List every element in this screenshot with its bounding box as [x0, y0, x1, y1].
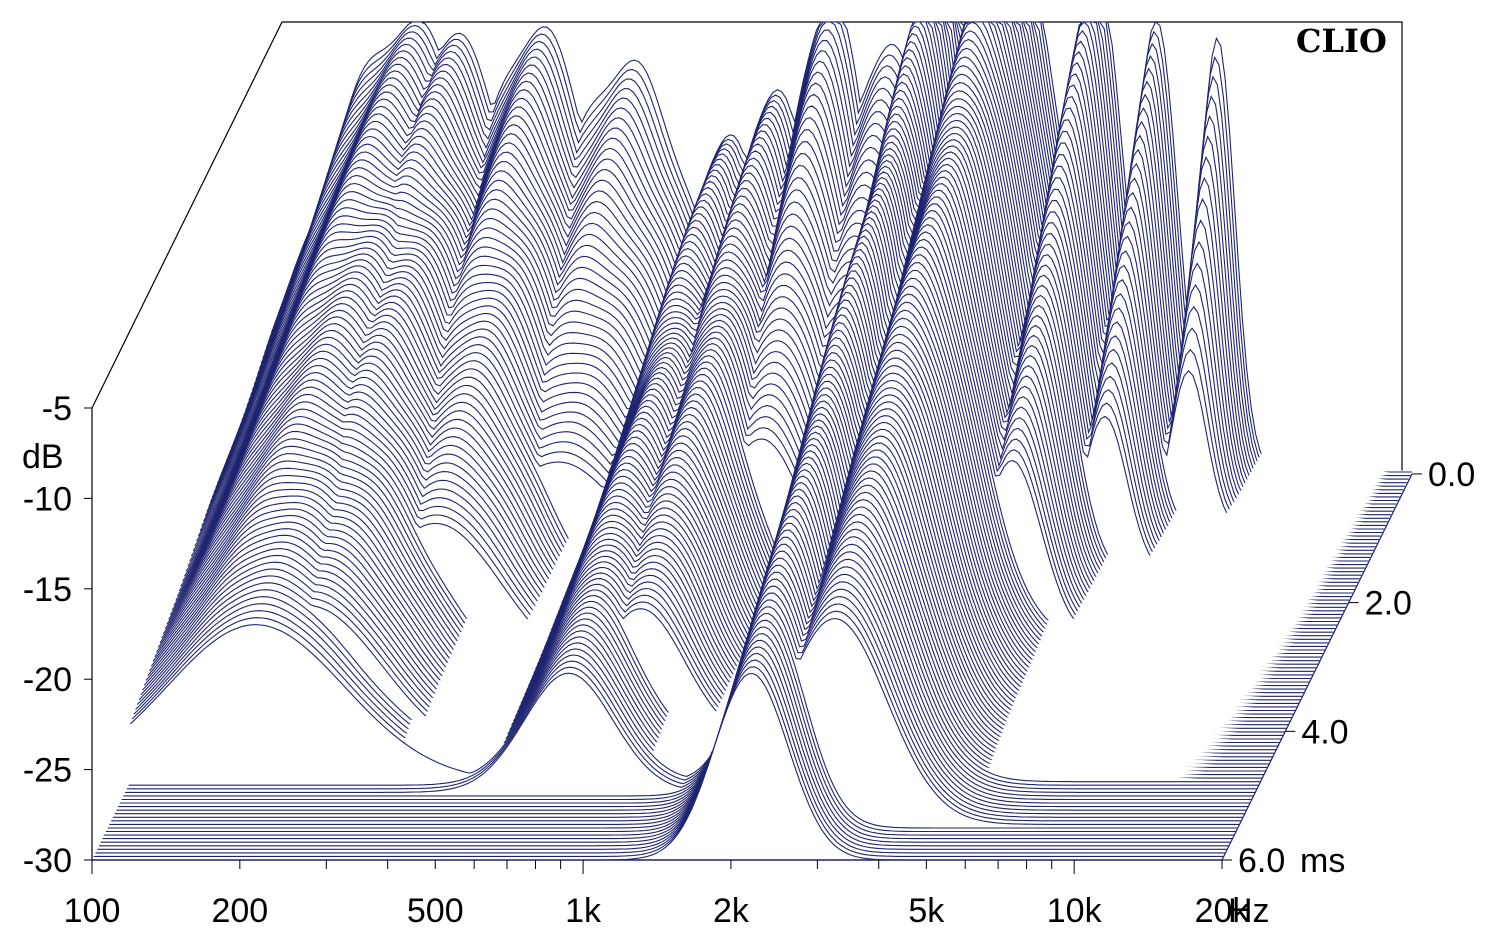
decay-slice — [126, 536, 1257, 790]
decay-slice — [118, 571, 1249, 808]
decay-slice — [104, 626, 1235, 836]
decay-slice — [102, 633, 1233, 840]
decay-slice — [119, 564, 1250, 804]
time-tick-label: 0.0 — [1428, 456, 1475, 494]
level-tick-label: -25 — [23, 752, 72, 790]
level-tick-label: -20 — [23, 661, 72, 699]
floor-right-edge — [1221, 473, 1413, 861]
decay-slice — [105, 619, 1236, 833]
decay-slice — [112, 592, 1243, 818]
frequency-axis-ticks — [91, 860, 1223, 874]
decay-slice — [93, 666, 1224, 857]
frame-outline — [91, 21, 1403, 860]
decay-slice — [125, 543, 1256, 793]
decay-slice — [99, 646, 1229, 847]
decay-slice — [121, 557, 1252, 801]
decay-slice — [100, 639, 1231, 843]
decay-slice — [116, 578, 1247, 811]
level-unit-label: dB — [22, 438, 64, 476]
floor-grid — [92, 473, 1413, 861]
frequency-tick-label: 100 — [64, 892, 121, 930]
clio-logo: CLIO — [1296, 22, 1387, 60]
time-unit-label: ms — [1300, 842, 1345, 880]
level-tick-label: -30 — [23, 842, 72, 880]
decay-slice — [114, 585, 1245, 815]
decay-slices — [92, 21, 1412, 861]
frequency-tick-label: 200 — [211, 892, 268, 930]
frequency-tick-label: 500 — [407, 892, 464, 930]
plot-frame — [91, 21, 1403, 860]
frequency-tick-label: 20k — [1195, 892, 1251, 930]
decay-slice — [128, 529, 1259, 786]
decay-slice — [129, 522, 1261, 783]
time-tick-label: 4.0 — [1301, 713, 1348, 751]
frequency-tick-label: 2k — [713, 892, 750, 930]
level-axis-labels: -5 -10 -15 -20 -25 -30 — [23, 390, 92, 880]
frequency-unit-label: Hz — [1228, 892, 1270, 930]
decay-slice — [111, 599, 1242, 822]
frequency-tick-label: 5k — [908, 892, 945, 930]
decay-slice — [107, 612, 1238, 829]
decay-slice — [109, 606, 1240, 825]
decay-slice — [123, 550, 1254, 797]
level-tick-label: -5 — [42, 390, 72, 428]
frequency-axis-labels: 100 200 500 1k 2k 5k 10k 20k — [64, 892, 1251, 930]
time-tick-label: 6.0 — [1238, 842, 1285, 880]
frequency-tick-label: 10k — [1047, 892, 1103, 930]
frequency-tick-label: 1k — [565, 892, 602, 930]
decay-slice — [97, 652, 1228, 850]
time-tick-label: 2.0 — [1365, 585, 1412, 623]
level-tick-label: -15 — [23, 571, 72, 609]
decay-slice — [95, 659, 1226, 854]
level-tick-label: -10 — [23, 480, 72, 518]
time-axis-labels: 0.0 2.0 4.0 6.0 — [1222, 456, 1475, 880]
